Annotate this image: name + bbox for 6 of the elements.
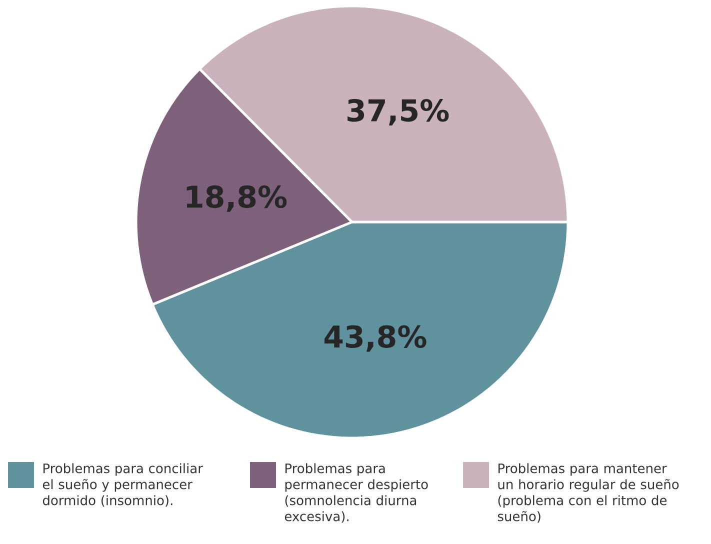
legend-label: Problemas para mantener un horario regular de sueño (problema con el ritmo de sueño) xyxy=(498,463,679,523)
legend-label: Problemas para permanecer despierto (somnolencia diurna excesiva). xyxy=(284,463,428,523)
data-label: 43,8% xyxy=(324,325,426,352)
data-label: 37,5% xyxy=(348,99,449,126)
legend-label: Problemas para conciliar el sueño y permanecer dormido (insomnio). xyxy=(42,463,203,507)
data-label: 18,8% xyxy=(186,185,287,212)
